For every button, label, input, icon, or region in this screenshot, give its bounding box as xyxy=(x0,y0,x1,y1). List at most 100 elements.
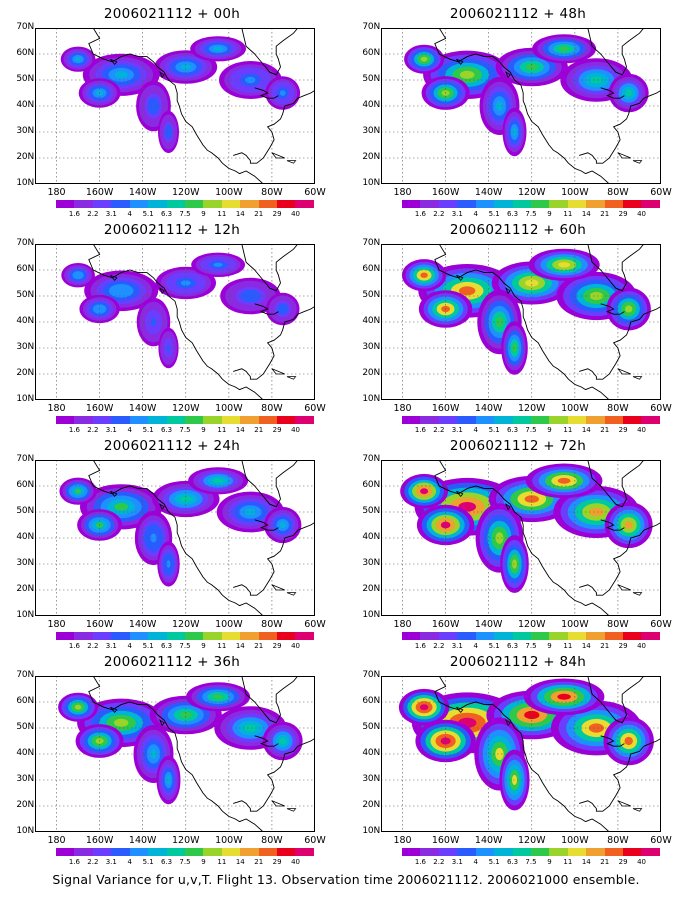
colorbar-swatch xyxy=(277,416,296,424)
panel-title: 2006021112 + 12h xyxy=(103,222,241,238)
island-outline xyxy=(617,584,631,591)
colorbar-label: 14 xyxy=(235,426,245,434)
lat-tick-label: 70N xyxy=(362,22,380,32)
colorbar-swatch xyxy=(623,200,642,208)
lon-tick-label: 140W xyxy=(128,835,157,846)
colorbar-label: 40 xyxy=(637,858,647,866)
colorbar-swatch xyxy=(475,848,495,856)
variance-contour xyxy=(180,496,192,502)
lat-tick-label: 30N xyxy=(16,774,34,784)
colorbar-swatch xyxy=(512,200,531,208)
lon-tick-label: 80W xyxy=(607,187,629,198)
map-frame xyxy=(35,28,315,184)
colorbar-swatch xyxy=(56,200,75,208)
coastline xyxy=(241,460,299,508)
colorbar-label: 3.1 xyxy=(451,210,463,218)
island-outline xyxy=(110,274,118,282)
coastline xyxy=(434,28,610,184)
colorbar-swatch xyxy=(604,632,624,640)
variance-contour xyxy=(557,693,571,700)
colorbar-swatch xyxy=(641,416,660,424)
colorbar-label: 40 xyxy=(291,210,301,218)
island-outline xyxy=(617,800,631,807)
colorbar-label: 2.2 xyxy=(433,858,445,866)
colorbar-label: 21 xyxy=(600,210,610,218)
colorbar-swatch xyxy=(549,848,568,856)
colorbar-label: 29 xyxy=(618,858,628,866)
colorbar-label: 5.1 xyxy=(488,858,500,866)
map-panel: 2006021112 + 60h 70N 60N 50N 40N 30N 20N 10N 180… xyxy=(348,222,688,434)
island-outline xyxy=(617,152,631,159)
lat-tick-label: 20N xyxy=(16,584,34,594)
colorbar-swatch xyxy=(92,632,112,640)
lon-tick-label: 160W xyxy=(431,619,460,630)
lon-tick-label: 60W xyxy=(650,619,672,630)
colorbar-swatch xyxy=(277,848,296,856)
colorbar-swatch xyxy=(641,848,660,856)
colorbar-swatch xyxy=(438,416,458,424)
lat-tick-label: 50N xyxy=(362,722,380,732)
colorbar-label: 5.1 xyxy=(142,858,154,866)
colorbar-swatch xyxy=(111,200,130,208)
colorbar-label: 4 xyxy=(127,426,132,434)
map-frame xyxy=(381,676,661,832)
colorbar-label: 1.6 xyxy=(414,210,426,218)
panel-title: 2006021112 + 84h xyxy=(449,654,587,670)
island-outline xyxy=(505,287,511,295)
colorbar-label: 14 xyxy=(581,642,591,650)
colorbar-label: 9 xyxy=(201,210,206,218)
island-outline xyxy=(271,800,285,807)
colorbar-swatch xyxy=(402,632,421,640)
colorbar-label: 6.3 xyxy=(160,210,173,218)
colorbar-swatch xyxy=(240,848,259,856)
lon-tick-label: 120W xyxy=(518,835,546,846)
island-outline xyxy=(159,71,165,79)
lat-tick-label: 30N xyxy=(362,126,380,136)
colorbar-label: 3.1 xyxy=(105,642,117,650)
panel-title: 2006021112 + 48h xyxy=(449,6,587,22)
colorbar-label: 14 xyxy=(581,858,591,866)
colorbar-swatch xyxy=(494,200,513,208)
lat-tick-label: 20N xyxy=(16,368,34,378)
variance-contour xyxy=(179,711,192,719)
island-outline xyxy=(159,503,165,511)
lon-tick-label: 160W xyxy=(431,835,460,846)
variance-contour xyxy=(180,64,191,70)
island-outline xyxy=(271,152,285,159)
colorbar-label: 4 xyxy=(473,210,478,218)
island-outline xyxy=(632,592,643,596)
colorbar xyxy=(402,416,660,424)
variance-contour xyxy=(589,507,604,517)
lon-tick-label: 60W xyxy=(304,835,326,846)
variance-contour xyxy=(524,495,539,503)
map-svg xyxy=(35,244,315,400)
colorbar-label: 40 xyxy=(291,858,301,866)
coastline xyxy=(233,522,315,596)
variance-contour xyxy=(114,503,129,511)
island-outline xyxy=(110,706,118,714)
variance-contour xyxy=(244,508,256,516)
coastline xyxy=(587,460,645,508)
panel-title: 2006021112 + 00h xyxy=(103,6,241,22)
lat-tick-label: 20N xyxy=(362,152,380,162)
lon-tick-label: 140W xyxy=(474,619,503,630)
coastline xyxy=(587,28,645,76)
lat-tick-label: 50N xyxy=(362,506,380,516)
coastline xyxy=(579,306,661,380)
lat-tick-label: 10N xyxy=(362,178,380,188)
map-frame xyxy=(381,244,661,400)
map-area xyxy=(381,244,661,400)
variance-contour xyxy=(150,317,157,327)
lon-tick-label: 140W xyxy=(128,403,157,414)
lon-tick-label: 160W xyxy=(85,403,114,414)
colorbar-swatch xyxy=(166,632,185,640)
variance-contour xyxy=(459,286,476,296)
coastline xyxy=(233,90,315,164)
colorbar-swatch xyxy=(221,848,241,856)
lat-tick-label: 60N xyxy=(362,48,380,58)
colorbar-label: 11 xyxy=(217,426,227,434)
lon-tick-label: 120W xyxy=(518,403,546,414)
panel-title: 2006021112 + 60h xyxy=(449,222,587,238)
colorbar-label: 1.6 xyxy=(68,858,80,866)
colorbar-label: 7.5 xyxy=(525,210,537,218)
